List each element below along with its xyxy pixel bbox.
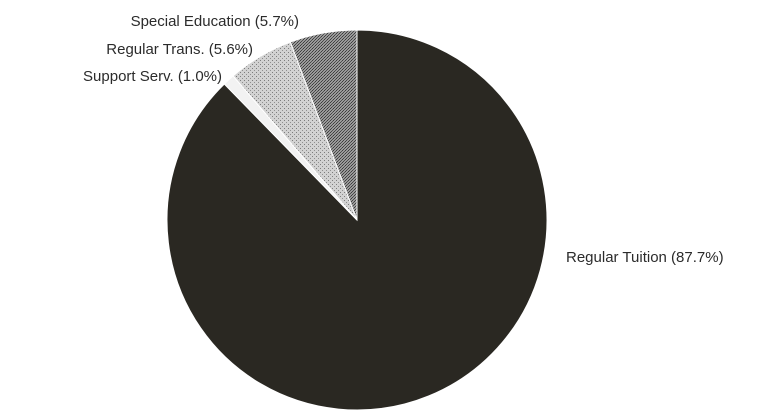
slice-regular-tuition-label: Regular Tuition (87.7%) [566, 249, 724, 266]
slice-special-education [289, 29, 358, 221]
slice-support-serv-label: Support Serv. (1.0%) [83, 68, 222, 85]
slice-special-education-label: Special Education (5.7%) [131, 13, 299, 30]
slice-regular-trans-label: Regular Trans. (5.6%) [106, 41, 253, 58]
